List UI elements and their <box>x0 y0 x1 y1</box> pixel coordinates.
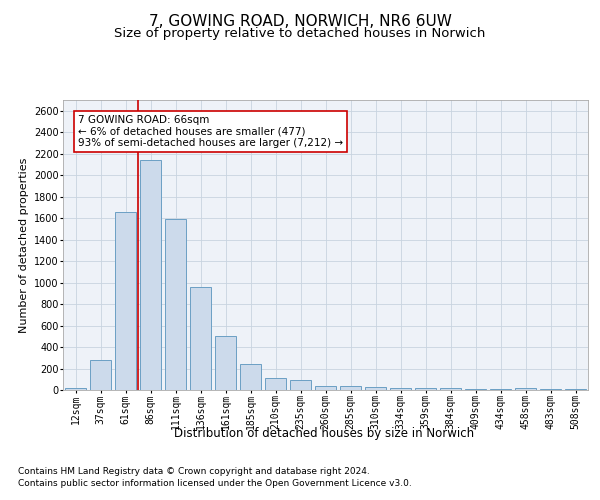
Bar <box>440 388 461 390</box>
Bar <box>265 378 286 390</box>
Bar <box>215 336 236 390</box>
Bar <box>390 388 411 390</box>
Bar <box>90 360 111 390</box>
Text: 7 GOWING ROAD: 66sqm
← 6% of detached houses are smaller (477)
93% of semi-detac: 7 GOWING ROAD: 66sqm ← 6% of detached ho… <box>78 115 343 148</box>
Bar <box>515 388 536 390</box>
Bar <box>340 386 361 390</box>
Bar <box>240 364 261 390</box>
Bar <box>165 219 186 390</box>
Text: Contains public sector information licensed under the Open Government Licence v3: Contains public sector information licen… <box>18 479 412 488</box>
Text: Distribution of detached houses by size in Norwich: Distribution of detached houses by size … <box>174 428 474 440</box>
Bar <box>115 212 136 390</box>
Text: Size of property relative to detached houses in Norwich: Size of property relative to detached ho… <box>115 28 485 40</box>
Text: Contains HM Land Registry data © Crown copyright and database right 2024.: Contains HM Land Registry data © Crown c… <box>18 468 370 476</box>
Bar <box>190 287 211 390</box>
Bar <box>290 380 311 390</box>
Bar <box>365 388 386 390</box>
Bar <box>315 386 336 390</box>
Bar <box>415 388 436 390</box>
Y-axis label: Number of detached properties: Number of detached properties <box>19 158 29 332</box>
Bar <box>140 160 161 390</box>
Text: 7, GOWING ROAD, NORWICH, NR6 6UW: 7, GOWING ROAD, NORWICH, NR6 6UW <box>149 14 451 29</box>
Bar <box>65 388 86 390</box>
